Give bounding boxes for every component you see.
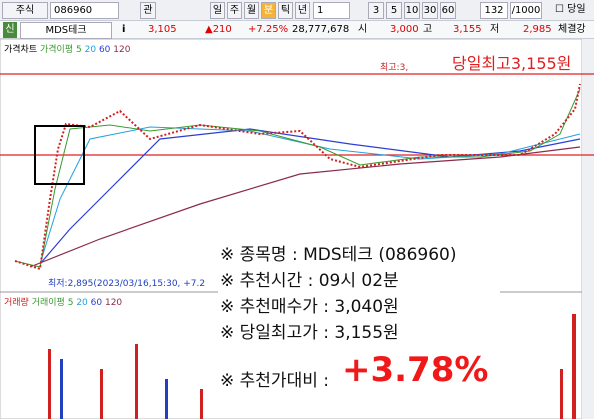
price-legend: 가격차트 가격이평 5 20 60 120	[4, 42, 130, 55]
legend-item: 120	[104, 298, 123, 308]
note-line: ※ 당일최고가 : 3,155원	[220, 323, 399, 343]
price-trace	[14, 83, 581, 271]
volume-bars	[48, 314, 576, 419]
legend-item: 거래량	[4, 298, 29, 308]
low-tag: 최저:2,895(2023/03/16,15:30, +7.2	[48, 279, 206, 289]
legend-item: 가격차트	[4, 45, 38, 55]
vol-bar	[135, 344, 138, 419]
ma5	[14, 88, 581, 268]
vol-bar	[60, 359, 63, 419]
rate: +7.25%	[248, 24, 289, 35]
legend-item: 20	[84, 45, 97, 55]
interval[interactable]: 3	[368, 2, 384, 19]
stock-name: MDS테크	[20, 22, 112, 39]
market-select[interactable]: 주식	[2, 2, 48, 19]
label: 시	[358, 24, 368, 35]
legend-item: 5	[67, 298, 74, 308]
today-label: 당일	[567, 4, 586, 15]
interval[interactable]: 5	[386, 2, 402, 19]
note-line: ※ 추천가대비 :	[220, 371, 329, 391]
vol-bar	[100, 369, 103, 419]
vol-bar	[572, 314, 576, 419]
badge: 신	[3, 22, 17, 38]
ma60	[39, 128, 581, 265]
interval[interactable]: 60	[440, 2, 456, 19]
legend-item: 20	[76, 298, 88, 308]
btn[interactable]: 틱	[278, 2, 293, 19]
chart-area	[0, 39, 594, 419]
today-check[interactable]: ☐ 당일	[555, 4, 586, 15]
vol-bar	[48, 349, 51, 419]
btn-active[interactable]: 분	[261, 2, 276, 19]
highlight-box	[34, 125, 85, 185]
btn[interactable]: 관	[140, 2, 156, 19]
high: 3,155	[453, 24, 482, 35]
unit-select[interactable]: 1	[313, 2, 350, 19]
legend-item: 60	[90, 298, 103, 308]
high-tag: 최고:3,	[380, 63, 409, 73]
price: 3,105	[148, 24, 177, 35]
open: 3,000	[390, 24, 419, 35]
vol-bar	[165, 379, 168, 419]
scrollbar	[582, 39, 594, 419]
info[interactable]: i	[122, 24, 126, 35]
btn[interactable]: 주	[227, 2, 242, 19]
ma120	[29, 146, 581, 268]
code-input[interactable]: 086960	[50, 2, 119, 19]
strength: 체결강	[558, 24, 586, 35]
interval[interactable]: 30	[422, 2, 438, 19]
low: 2,985	[523, 24, 552, 35]
btn[interactable]: 년	[295, 2, 310, 19]
volume: 28,777,678	[292, 24, 350, 35]
interval[interactable]: 10	[404, 2, 420, 19]
total-input[interactable]: /1000	[510, 2, 542, 19]
legend-item: 5	[76, 45, 82, 55]
note-box	[218, 235, 500, 400]
label: 저	[490, 24, 500, 35]
legend-item: 거래이평	[31, 298, 65, 308]
label: 고	[423, 24, 433, 35]
note-line: ※ 추천시간 : 09시 02분	[220, 271, 399, 291]
volume-legend: 거래량 거래이평 5 20 60 120	[4, 295, 122, 308]
note-line: ※ 종목명 : MDS테크 (086960)	[220, 245, 457, 265]
btn[interactable]: 일	[210, 2, 225, 19]
high-note: 당일최고3,155원	[452, 54, 572, 73]
compare-value: +3.78%	[342, 350, 489, 390]
vol-bar	[200, 389, 203, 419]
legend-item: 60	[98, 45, 111, 55]
vol-bar	[560, 369, 563, 419]
btn[interactable]: 월	[244, 2, 259, 19]
legend-item: 120	[113, 45, 131, 55]
note-line: ※ 추천매수가 : 3,040원	[220, 297, 399, 317]
legend-item: 가격이평	[40, 45, 74, 55]
count-input[interactable]: 132	[480, 2, 508, 19]
change: ▲210	[205, 24, 232, 35]
